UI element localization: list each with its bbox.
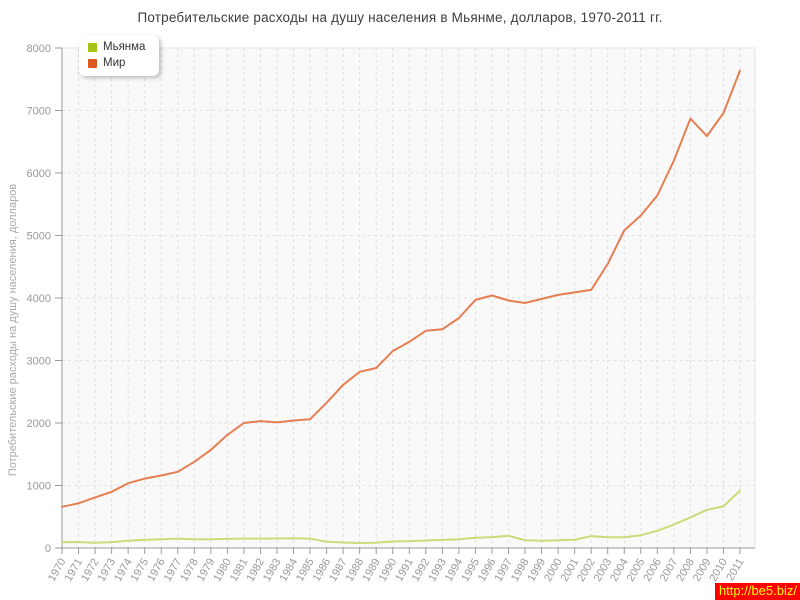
y-axis-title: Потребительские расходы на душу населени… [7, 184, 19, 476]
legend-item-world[interactable]: Мир [88, 57, 145, 70]
svg-text:3000: 3000 [27, 356, 51, 368]
legend-label-myanmar: Мьянма [103, 41, 146, 53]
svg-text:2010: 2010 [707, 557, 730, 584]
legend-label-world: Мир [103, 57, 126, 69]
chart-title: Потребительские расходы на душу населени… [137, 10, 663, 25]
svg-text:8000: 8000 [27, 43, 51, 55]
svg-text:Потребительские расходы на душ: Потребительские расходы на душу населени… [7, 184, 19, 476]
svg-text:5000: 5000 [27, 231, 51, 243]
axes-group [55, 47, 755, 554]
svg-text:2011: 2011 [724, 557, 746, 583]
series-group [61, 69, 741, 544]
svg-text:7000: 7000 [27, 106, 51, 118]
svg-text:0: 0 [45, 543, 51, 555]
legend-item-myanmar[interactable]: Мьянма [88, 41, 145, 54]
svg-text:2000: 2000 [27, 418, 51, 430]
legend-swatch-world-icon [88, 59, 97, 68]
legend: Мьянма Мир [79, 35, 160, 76]
series-line-myanmar [61, 489, 741, 544]
gridlines-group [61, 47, 755, 548]
svg-text:4000: 4000 [27, 293, 51, 305]
watermark-link[interactable]: http://be5.biz/ [714, 583, 800, 600]
legend-swatch-myanmar-icon [88, 43, 97, 52]
y-axis-labels: 0 1000 2000 3000 4000 5000 6000 7000 8000 [27, 43, 51, 555]
series-line-world [61, 69, 741, 508]
svg-text:1000: 1000 [27, 481, 51, 493]
x-axis-labels: 1970197119721973197419751976197719781979… [46, 557, 747, 584]
svg-text:6000: 6000 [27, 168, 51, 180]
